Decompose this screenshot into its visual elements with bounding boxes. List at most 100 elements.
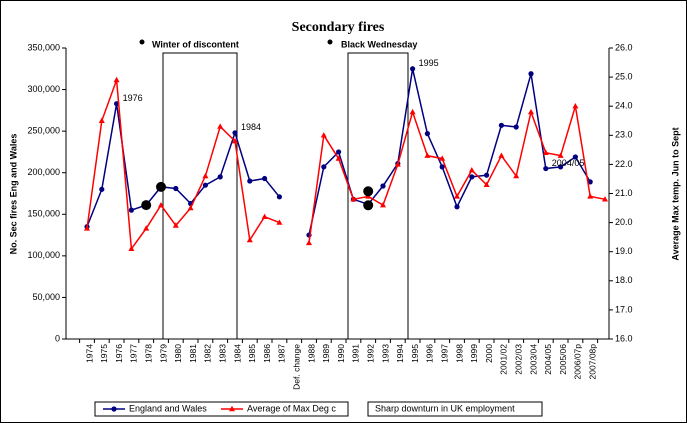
point [572, 103, 579, 109]
point [513, 124, 519, 130]
y2-tick-label: 25.0 [615, 71, 633, 81]
point [98, 117, 105, 123]
point [158, 201, 164, 208]
point [558, 164, 564, 170]
x-tick-label: 2000 [484, 344, 494, 363]
point [572, 154, 579, 160]
point [217, 174, 223, 180]
y2-tick-label: 19.0 [615, 246, 633, 256]
annotation: 1984 [241, 122, 261, 132]
x-tick-label: 2005/06 [558, 344, 568, 375]
y-axis-label: No. Sec fires Eng and Wales [8, 134, 18, 255]
x-tick-label: 1992 [365, 344, 375, 363]
point [232, 137, 238, 144]
legend-marker [229, 405, 235, 412]
y2-tick-label: 17.0 [615, 304, 633, 314]
point [543, 165, 549, 172]
y-tick-label: 50,000 [32, 292, 60, 302]
point [320, 132, 327, 138]
annotation: 1976 [123, 93, 143, 103]
x-tick-label: 1993 [380, 344, 390, 363]
legend-label: England and Wales [129, 403, 207, 413]
point [99, 186, 105, 192]
point [439, 164, 445, 170]
x-tick-label: 2004/05 [543, 344, 553, 375]
x-tick-label: 1997 [439, 344, 449, 363]
point [587, 179, 593, 185]
box-legend-label: Sharp downturn in UK employment [375, 403, 515, 413]
point [172, 222, 179, 228]
y2-tick-label: 21.0 [615, 188, 633, 198]
x-tick-label: 1978 [143, 344, 153, 363]
point [128, 245, 135, 251]
point [202, 172, 209, 179]
x-tick-label: 2006/07p [573, 344, 583, 380]
point [468, 167, 475, 173]
x-tick-label: 1995 [410, 344, 420, 363]
point [602, 196, 608, 202]
point [380, 201, 386, 208]
y2-tick-label: 23.0 [615, 130, 633, 140]
point [187, 204, 194, 211]
x-tick-label: 1986 [262, 344, 272, 363]
x-tick-label: 1996 [425, 344, 435, 363]
event-dot [139, 39, 145, 45]
y-tick-label: 0 [55, 333, 60, 343]
point [173, 185, 179, 192]
highlight-dot [141, 200, 152, 211]
point [498, 152, 505, 158]
x-tick-label: 2003/04 [528, 344, 538, 375]
chart-title: Secondary fires [292, 20, 385, 35]
event-dot [327, 39, 333, 45]
y2-tick-label: 26.0 [615, 42, 633, 52]
point [321, 164, 327, 170]
x-tick-label: 1981 [188, 344, 198, 363]
point [498, 122, 504, 128]
highlight-dot [363, 186, 374, 197]
annotation: Winter of discontent [152, 39, 239, 49]
x-tick-label: 1983 [217, 344, 227, 363]
point [276, 219, 283, 225]
legend-label: Average of Max Deg c [247, 403, 336, 413]
y2-axis-label: Average Max temp. Jun to Sept [670, 127, 680, 260]
x-tick-label: 1982 [203, 344, 213, 363]
point [217, 123, 224, 129]
point [542, 149, 549, 155]
point [84, 225, 90, 231]
annotation: 2004/05 [552, 158, 585, 168]
y-tick-label: 100,000 [27, 250, 60, 260]
x-tick-label: 1977 [129, 344, 139, 363]
y2-tick-label: 18.0 [615, 275, 633, 285]
x-tick-label: 2007/08p [587, 344, 597, 380]
point [335, 155, 342, 161]
point [262, 175, 268, 182]
point [202, 182, 208, 188]
x-tick-label: 1989 [321, 344, 331, 363]
point [528, 108, 534, 115]
x-tick-label: Def. change [291, 344, 301, 390]
point [394, 161, 401, 167]
x-tick-label: 1975 [99, 344, 109, 363]
point [439, 155, 446, 161]
point [587, 193, 594, 199]
legend-marker [111, 406, 117, 412]
x-tick-label: 1985 [247, 344, 257, 363]
annotation: Black Wednesday [341, 39, 417, 49]
series-line [86, 68, 591, 236]
point [350, 196, 357, 202]
y2-tick-label: 16.0 [615, 333, 633, 343]
y-tick-label: 200,000 [27, 167, 60, 177]
x-tick-label: 1994 [395, 344, 405, 363]
point [246, 236, 253, 243]
point [336, 149, 342, 155]
point [424, 152, 431, 158]
x-tick-label: 1974 [84, 344, 94, 363]
point [306, 239, 312, 246]
point [469, 174, 475, 180]
x-tick-label: 1980 [173, 344, 183, 363]
highlight-dot [363, 200, 374, 211]
x-tick-label: 1988 [306, 344, 316, 363]
annotation: 1995 [419, 58, 439, 68]
point [484, 172, 490, 178]
